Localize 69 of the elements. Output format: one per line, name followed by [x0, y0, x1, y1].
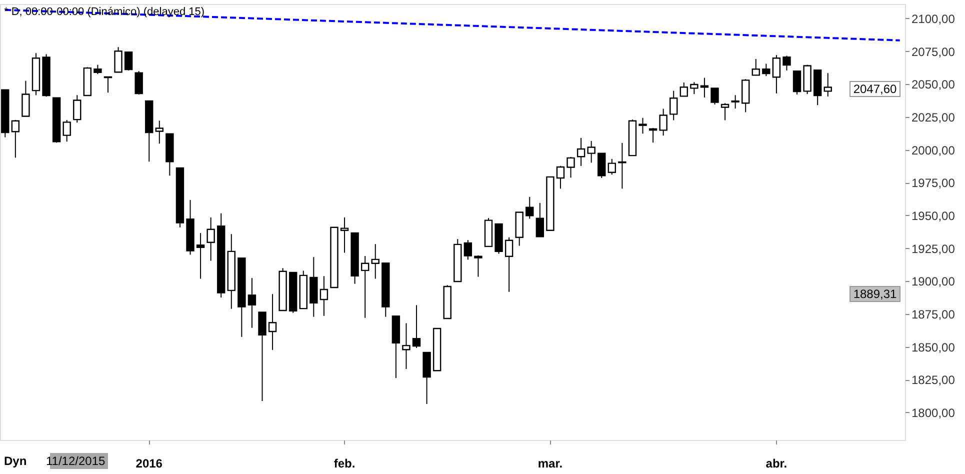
text: Dyn	[4, 454, 27, 468]
y-tick-label: 2100,00	[912, 12, 956, 26]
candlestick	[340, 216, 349, 254]
x-tick-label: mar.	[538, 456, 563, 470]
y-tick-label: 2025,00	[912, 110, 956, 124]
candlestick	[360, 256, 370, 318]
candlestick	[402, 322, 410, 370]
candlestick	[258, 312, 266, 402]
candlestick	[731, 94, 740, 110]
y-tick-label: 1950,00	[912, 208, 956, 223]
x-tick-label: abr.	[766, 456, 788, 470]
candlestick	[710, 88, 719, 105]
candlestick	[824, 72, 832, 97]
candlestick	[196, 232, 205, 280]
x-tick-label: 2016	[136, 456, 163, 470]
candlestick	[268, 294, 277, 350]
y-tick-label: 2050,00	[912, 78, 956, 92]
candlestick	[526, 196, 534, 220]
candlestick	[536, 202, 544, 238]
candlestick	[22, 80, 30, 117]
candlestick	[73, 94, 82, 124]
y-tick-label: 2000,00	[912, 143, 956, 158]
candlestick	[752, 58, 760, 76]
annotation: 2047,60	[853, 82, 898, 96]
candlestick	[566, 156, 575, 178]
text: 11/12/2015	[46, 454, 106, 468]
y-tick-label: 1925,00	[912, 242, 956, 256]
candlestick	[659, 108, 668, 136]
candlestick	[762, 63, 770, 77]
candlestick	[114, 46, 122, 73]
y-tick-label: 1875,00	[912, 307, 956, 322]
candlestick	[248, 278, 256, 328]
candlestick	[124, 51, 133, 71]
candlestick	[134, 70, 143, 95]
candlestick	[155, 120, 164, 144]
candlestick	[700, 77, 709, 98]
candlestick	[690, 82, 698, 95]
y-tick-label: 1850,00	[912, 340, 956, 354]
candlestick	[772, 54, 781, 94]
candlestick	[618, 142, 626, 190]
candlestick	[598, 152, 606, 179]
y-tick-label: 1900,00	[912, 274, 956, 289]
y-tick-label: 1975,00	[912, 176, 956, 190]
candlestick	[608, 158, 616, 176]
candlestick	[474, 254, 482, 278]
candlestick	[206, 216, 215, 262]
candlestick	[587, 140, 596, 164]
candlestick	[320, 276, 328, 316]
candlestick	[11, 119, 20, 158]
candlestick	[720, 102, 730, 121]
candlestick	[62, 119, 71, 142]
candlestick	[412, 304, 421, 348]
candlestick	[464, 239, 472, 260]
candlestick	[504, 236, 514, 292]
y-tick-label: 2075,00	[912, 44, 956, 59]
candlestick	[670, 90, 678, 121]
candlestick	[792, 70, 802, 95]
y-tick-label: 1825,00	[912, 373, 956, 388]
candlestick	[556, 165, 565, 190]
candlestick	[94, 64, 102, 75]
candlestick	[741, 78, 750, 113]
y-tick-label: 1800,00	[912, 406, 956, 420]
candlestick	[638, 117, 647, 134]
x-tick-label: feb.	[334, 456, 356, 470]
candlestick	[576, 137, 586, 166]
candlestick	[680, 82, 688, 97]
candlestick	[371, 244, 380, 280]
candlestick	[782, 55, 791, 71]
annotation: 1889,31	[853, 287, 898, 301]
